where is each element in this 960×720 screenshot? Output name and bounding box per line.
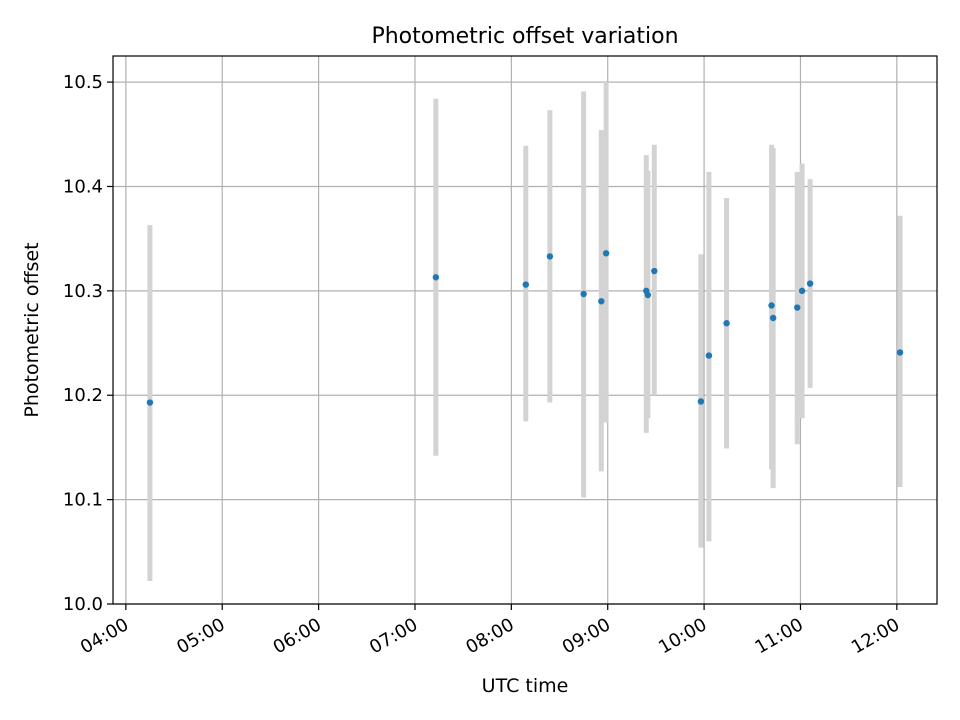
x-tick-label: 04:00 bbox=[77, 614, 132, 658]
x-tick-label: 06:00 bbox=[270, 614, 325, 658]
y-axis: 10.0 10.1 10.2 10.3 10.4 10.5 bbox=[63, 72, 113, 615]
data-point bbox=[546, 253, 554, 260]
y-axis-label: Photometric offset bbox=[21, 242, 43, 417]
data-point bbox=[768, 302, 775, 309]
x-tick-label: 11:00 bbox=[752, 614, 807, 658]
y-tick-label: 10.4 bbox=[63, 176, 103, 197]
data-point bbox=[598, 298, 605, 305]
data-point bbox=[798, 287, 806, 295]
y-tick-label: 10.0 bbox=[63, 594, 103, 615]
data-points bbox=[146, 250, 904, 406]
data-point bbox=[896, 349, 904, 356]
data-point bbox=[580, 290, 587, 298]
chart-title: Photometric offset variation bbox=[371, 24, 678, 49]
plot-area bbox=[112, 55, 938, 605]
data-point bbox=[522, 281, 530, 288]
data-point bbox=[602, 250, 610, 257]
x-tick-label: 05:00 bbox=[173, 614, 228, 658]
data-point bbox=[432, 274, 440, 281]
data-point bbox=[697, 398, 705, 405]
x-axis-label: UTC time bbox=[482, 675, 569, 697]
x-axis: 04:00 05:00 06:00 07:00 08:00 09:00 10:00 11:00… bbox=[77, 604, 903, 658]
x-tick-label: 08:00 bbox=[462, 614, 517, 658]
y-tick-label: 10.5 bbox=[63, 72, 103, 93]
data-point bbox=[705, 352, 713, 359]
x-tick-label: 07:00 bbox=[366, 614, 421, 658]
x-tick-label: 09:00 bbox=[559, 614, 614, 658]
data-point bbox=[794, 304, 801, 311]
data-point bbox=[723, 320, 730, 327]
y-tick-label: 10.3 bbox=[63, 281, 103, 302]
data-point bbox=[644, 291, 652, 299]
y-tick-label: 10.2 bbox=[63, 385, 103, 406]
x-tick-label: 12:00 bbox=[848, 614, 903, 658]
error-bars bbox=[147, 82, 903, 582]
data-point bbox=[146, 399, 154, 406]
data-point bbox=[806, 280, 814, 287]
x-tick-label: 10:00 bbox=[655, 614, 710, 658]
data-point bbox=[769, 314, 777, 322]
y-tick-label: 10.1 bbox=[63, 490, 103, 511]
data-point bbox=[651, 267, 658, 275]
